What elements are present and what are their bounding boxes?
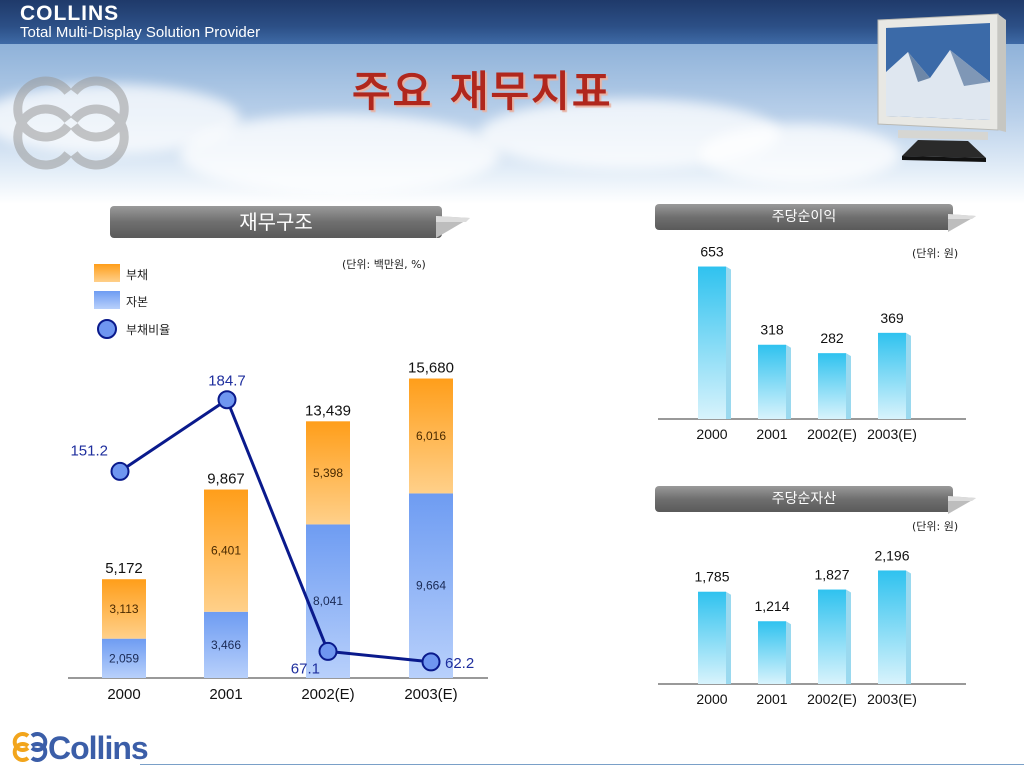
debt-ratio-label: 184.7 [208,373,246,390]
eps-value-label: 369 [880,310,904,326]
equity-bar [204,611,248,678]
debt-ratio-point [318,641,338,661]
eps-header-tail [948,214,976,232]
structure-x-tick-label: 2002(E) [301,686,354,703]
collins-logo-icon [12,732,48,762]
equity-value-label: 3,466 [211,638,241,652]
structure-x-tick-label: 2001 [209,686,242,703]
debt-ratio-label: 62.2 [445,655,474,672]
eps-x-tick-label: 2003(E) [867,426,917,442]
eps-unit: (단위: 원) [912,247,959,260]
eps-x-tick-label: 2001 [756,426,787,442]
legend-ratio-label: 부채비율 [126,323,171,337]
eps-value-label: 318 [760,322,784,338]
bps-bar-side [906,570,911,684]
bps-panel-title: 주당순자산 [771,491,837,507]
equity-bar [409,493,453,678]
bps-value-label: 1,785 [694,569,729,585]
footer-divider [140,764,1024,765]
bps-bar-side [726,591,731,684]
bps-bar [878,570,906,684]
debt-ratio-point [421,652,441,672]
structure-x-tick-label: 2000 [107,686,140,703]
structure-x-tick-label: 2003(E) [404,686,457,703]
eps-bar [698,266,726,419]
total-value-label: 9,867 [207,471,245,488]
total-value-label: 5,172 [105,560,143,577]
bps-header-tail [948,496,976,514]
brand-name: COLLINS [20,2,120,25]
eps-panel-header: 주당순이익 [655,204,953,230]
debt-value-label: 3,113 [109,602,138,616]
bps-bar-side [786,621,791,684]
structure-unit: (단위: 백만원, %) [342,258,426,271]
collins-emblem-icon [13,76,129,170]
debt-ratio-line [119,397,432,664]
debt-ratio-point [217,390,237,410]
debt-bar [306,421,350,525]
legend-debt-swatch [94,264,120,282]
bps-value-label: 2,196 [874,547,909,563]
debt-ratio-label: 67.1 [291,660,320,677]
bps-bar-side [846,589,851,684]
total-value-label: 13,439 [305,402,351,419]
brand-tagline: Total Multi-Display Solution Provider [20,24,261,41]
monitor-icon [877,13,1006,162]
bps-x-tick-label: 2001 [756,691,787,707]
eps-value-label: 282 [820,330,844,346]
equity-value-label: 9,664 [416,579,446,593]
bps-x-tick-label: 2003(E) [867,691,917,707]
bps-x-tick-label: 2000 [696,691,727,707]
eps-x-tick-label: 2002(E) [807,426,857,442]
top-header-bar: COLLINS Total Multi-Display Solution Pro… [0,0,1024,44]
debt-ratio-point [110,461,130,481]
debt-bar [102,579,146,639]
eps-x-tick-label: 2000 [696,426,727,442]
eps-bar [758,344,786,419]
debt-value-label: 5,398 [313,466,343,480]
bps-value-label: 1,827 [814,567,849,583]
eps-bar-side [846,353,851,419]
structure-panel-title: 재무구조 [239,210,313,234]
bps-bar [758,621,786,684]
debt-value-label: 6,016 [416,429,446,443]
legend-ratio-marker [97,319,117,339]
eps-bar [818,353,846,419]
eps-bar-side [786,344,791,419]
eps-bar [878,332,906,419]
bps-unit: (단위: 원) [912,520,959,533]
footer-logo-text: Collins [48,730,149,766]
eps-panel-title: 주당순이익 [771,209,837,225]
eps-value-label: 653 [700,244,724,260]
debt-bar [204,489,248,612]
equity-value-label: 8,041 [313,594,343,608]
legend-debt-label: 부채 [126,268,149,282]
equity-bar [102,638,146,678]
bps-bar [818,589,846,684]
total-value-label: 15,680 [408,360,454,377]
debt-value-label: 6,401 [211,544,241,558]
bps-value-label: 1,214 [754,598,789,614]
debt-bar [409,378,453,494]
legend-equity-label: 자본 [126,295,149,309]
structure-panel-header: 재무구조 [110,206,442,238]
debt-ratio-label: 151.2 [70,442,108,459]
legend-equity-swatch [94,291,120,309]
bps-bar [698,591,726,684]
structure-header-tail [436,216,470,238]
equity-value-label: 2,059 [109,651,139,665]
bps-x-tick-label: 2002(E) [807,691,857,707]
bps-panel-header: 주당순자산 [655,486,953,512]
page-title: 주요 재무지표 [352,67,613,116]
eps-bar-side [726,266,731,419]
eps-bar-side [906,332,911,419]
